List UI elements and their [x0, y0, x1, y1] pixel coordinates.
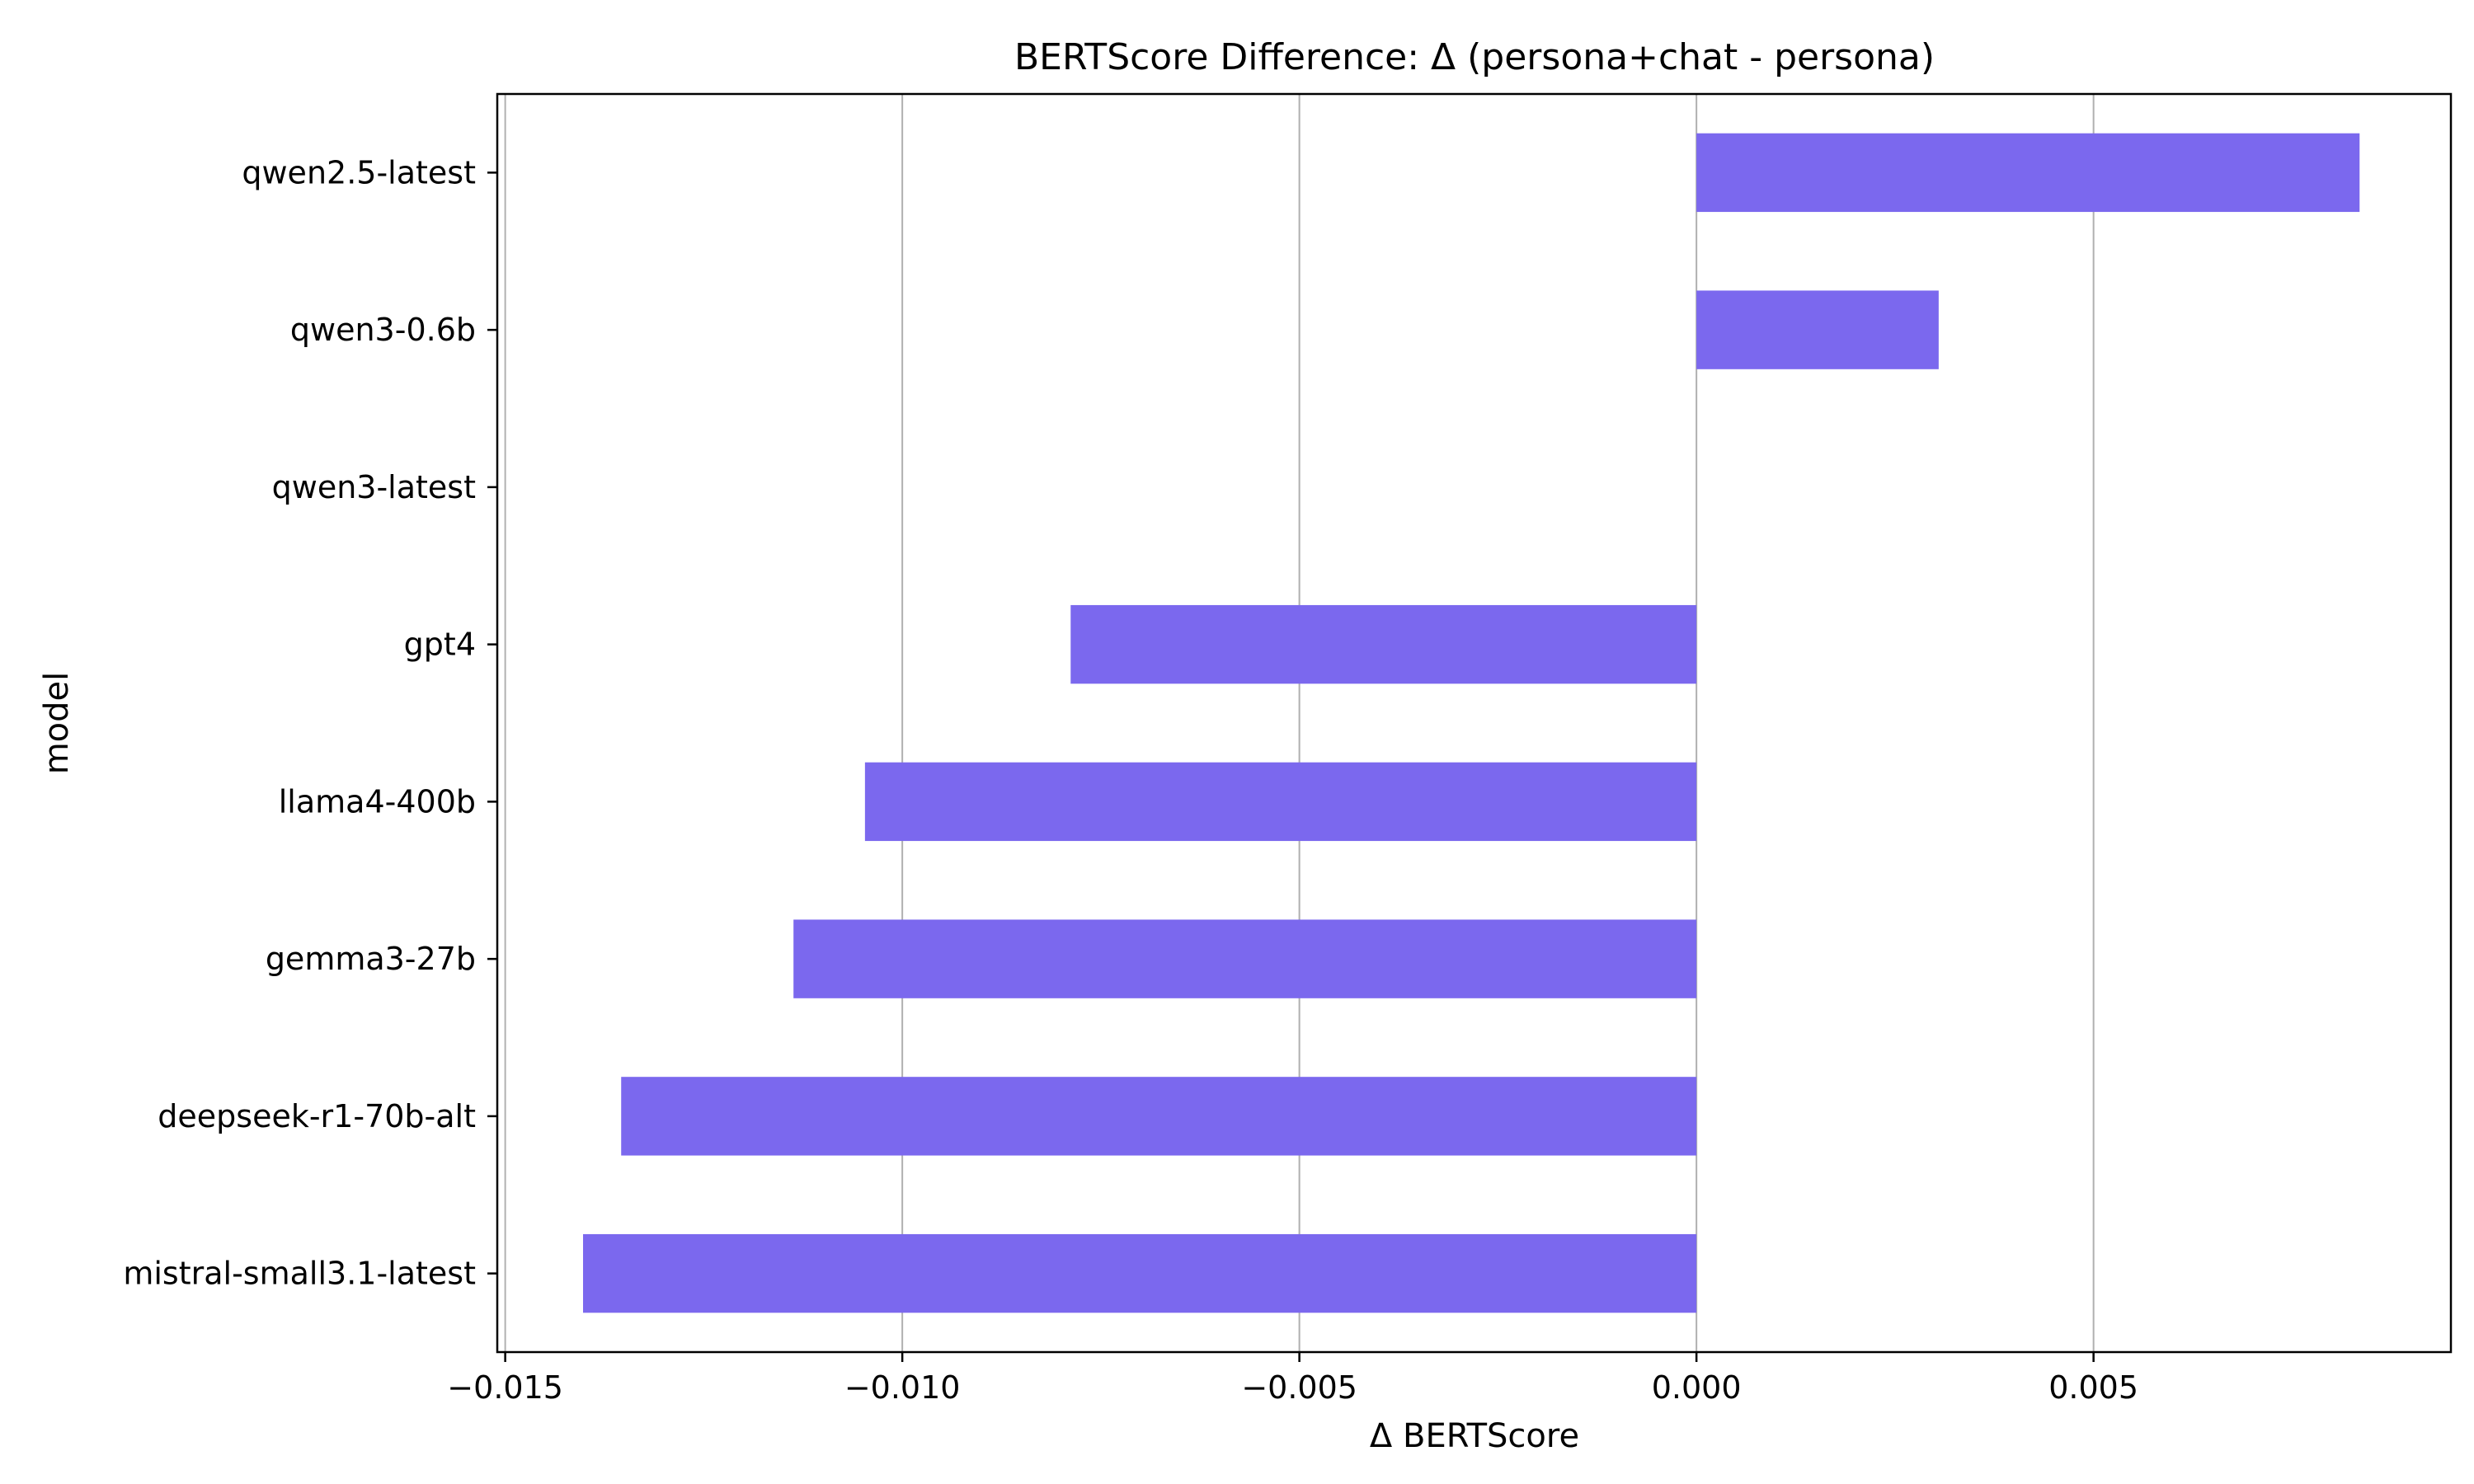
- x-tick-label: −0.010: [844, 1369, 961, 1406]
- y-tick-label: qwen3-0.6b: [290, 312, 476, 348]
- y-tick-label: qwen3-latest: [272, 469, 476, 505]
- x-axis-ticks: −0.015 −0.010 −0.005 0.000 0.005: [447, 1352, 2138, 1406]
- y-tick-label: gemma3-27b: [266, 941, 476, 977]
- x-tick-label: −0.005: [1241, 1369, 1357, 1406]
- bar-deepseek-r1-70b-alt: [621, 1077, 1697, 1156]
- y-tick-label: mistral-small3.1-latest: [123, 1256, 476, 1292]
- y-tick-label: deepseek-r1-70b-alt: [158, 1098, 476, 1134]
- bar-qwen3-0.6b: [1696, 290, 1939, 369]
- x-tick-label: 0.000: [1652, 1369, 1742, 1406]
- y-tick-label: gpt4: [404, 627, 476, 663]
- x-tick-label: −0.015: [447, 1369, 563, 1406]
- bar-qwen2.5-latest: [1696, 133, 2360, 213]
- x-axis-label: Δ BERTScore: [1370, 1417, 1579, 1455]
- x-tick-label: 0.005: [2048, 1369, 2138, 1406]
- y-axis-ticks: qwen2.5-latest qwen3-0.6b qwen3-latest gpt4…: [123, 154, 497, 1292]
- plot-frame: [496, 92, 2453, 1354]
- chart-title: BERTScore Difference: Δ (persona+chat - …: [1014, 36, 1935, 78]
- bars: [583, 133, 2360, 1313]
- y-tick-label: qwen2.5-latest: [242, 154, 476, 190]
- bar-mistral-small3.1-latest: [583, 1233, 1697, 1313]
- bar-gemma3-27b: [793, 919, 1697, 998]
- bar-gpt4: [1070, 604, 1697, 684]
- bar-llama4-400b: [864, 762, 1697, 842]
- y-tick-label: llama4-400b: [279, 783, 476, 819]
- y-axis-label: model: [38, 672, 76, 775]
